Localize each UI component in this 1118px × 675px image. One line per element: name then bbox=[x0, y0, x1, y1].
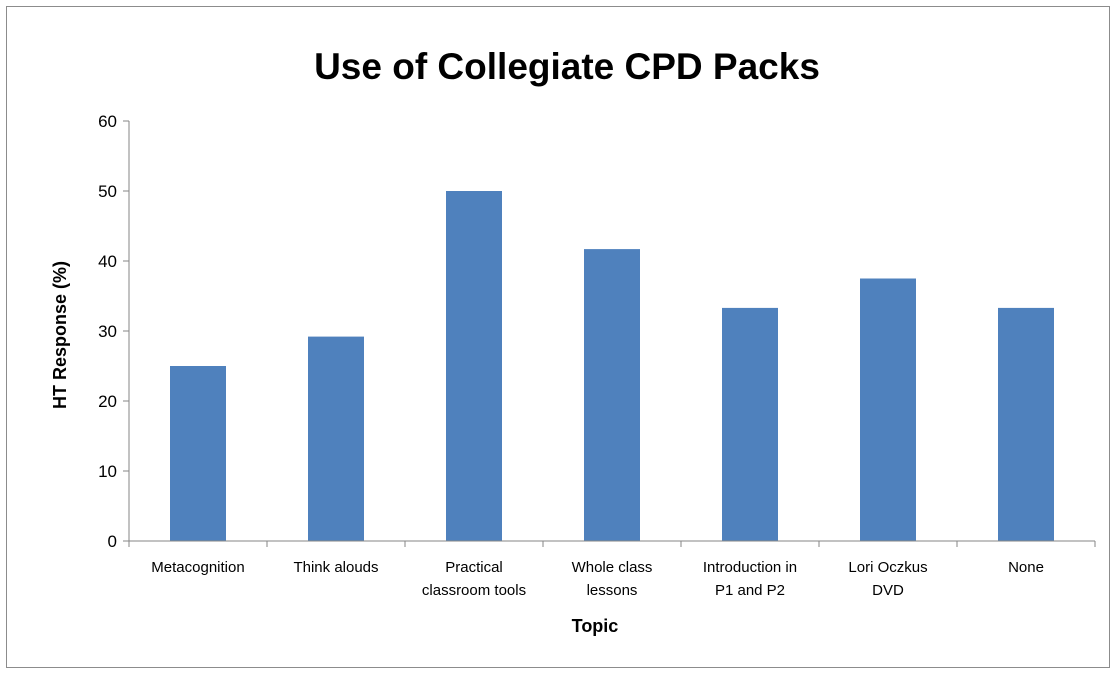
bar bbox=[722, 307, 778, 541]
x-tick-label-line: Practical bbox=[445, 559, 503, 576]
x-tick-label-line: classroom tools bbox=[422, 582, 526, 599]
x-tick-label: Think alouds bbox=[293, 559, 378, 576]
x-tick-label-line: lessons bbox=[587, 582, 638, 599]
y-tick-label: 40 bbox=[98, 252, 117, 271]
bar bbox=[308, 336, 364, 541]
x-tick-label: Introduction in P1 and P2 bbox=[703, 559, 797, 599]
x-tick-label-line: Whole class bbox=[572, 559, 653, 576]
y-tick-label: 10 bbox=[98, 462, 117, 481]
x-tick-label-line: None bbox=[1008, 559, 1044, 576]
bar-chart: Use of Collegiate CPD Packs 0 10 20 30 40 50 6… bbox=[50, 46, 1096, 636]
y-tick-label: 30 bbox=[98, 322, 117, 341]
bar bbox=[860, 278, 916, 541]
x-tick-label-line: Metacognition bbox=[151, 559, 244, 576]
chart-area: Use of Collegiate CPD Packs 0 10 20 30 40 50 6… bbox=[6, 6, 1110, 668]
x-tick-label-line: Think alouds bbox=[293, 559, 378, 576]
y-tick-label: 50 bbox=[98, 182, 117, 201]
x-tick-label-line: DVD bbox=[872, 582, 904, 599]
bar bbox=[584, 249, 640, 541]
y-axis-title: HT Response (%) bbox=[50, 261, 70, 409]
x-axis-title: Topic bbox=[572, 616, 619, 636]
x-tick-label: Whole class lessons bbox=[572, 559, 653, 599]
x-tick-label: Metacognition bbox=[151, 559, 244, 576]
x-tick-label-line: Lori Oczkus bbox=[848, 559, 927, 576]
x-tick-label: None bbox=[1008, 559, 1044, 576]
y-tick-label: 0 bbox=[108, 532, 117, 551]
bar bbox=[446, 191, 502, 541]
plot-area: 0 10 20 30 40 50 60 Metacognition Think alouds Pr… bbox=[98, 112, 1096, 599]
chart-title: Use of Collegiate CPD Packs bbox=[314, 46, 820, 87]
bar bbox=[998, 307, 1054, 541]
y-tick-label: 20 bbox=[98, 392, 117, 411]
x-tick-label-line: Introduction in bbox=[703, 559, 797, 576]
y-tick-label: 60 bbox=[98, 112, 117, 131]
x-tick-label-line: P1 and P2 bbox=[715, 582, 785, 599]
x-tick-label: Practical classroom tools bbox=[422, 559, 526, 599]
x-tick-label: Lori Oczkus DVD bbox=[848, 559, 927, 599]
bar bbox=[170, 366, 226, 541]
